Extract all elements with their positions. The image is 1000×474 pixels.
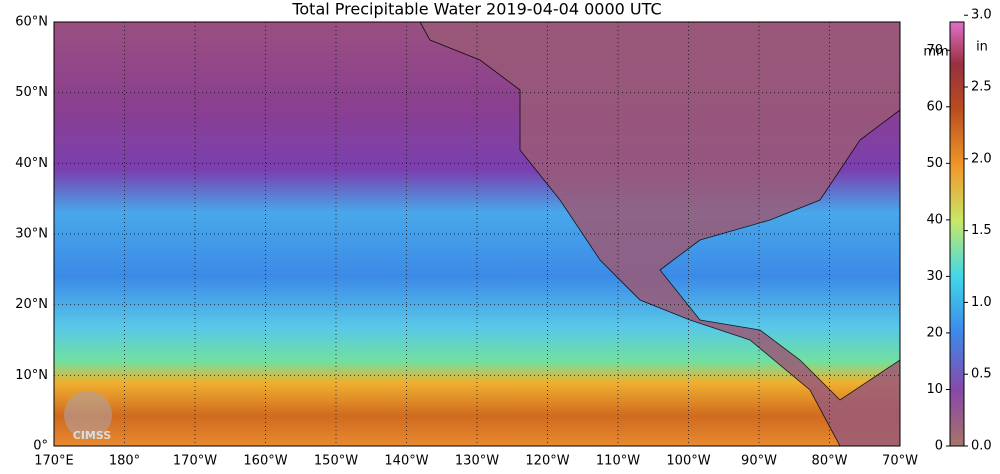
lat-label: 0° [33, 439, 48, 454]
logo: CIMSS [73, 429, 112, 442]
lon-label: 180° [109, 454, 140, 469]
lon-label: 170°W [173, 454, 217, 469]
lon-label: 150°W [314, 454, 358, 469]
lon-label: 90°W [741, 454, 777, 469]
lat-label: 40°N [15, 156, 48, 171]
mm-unit-label: mm [923, 45, 948, 60]
lon-label: 80°W [812, 454, 848, 469]
lon-label: 170°E [34, 454, 74, 469]
lon-label: 100°W [666, 454, 710, 469]
mm-tick-label: 40 [926, 212, 943, 227]
in-tick-label: 1.5 [971, 223, 992, 238]
lat-label: 60°N [15, 15, 48, 30]
in-unit-label: in [976, 40, 988, 55]
lat-label: 30°N [15, 227, 48, 242]
mm-tick-label: 0 [935, 439, 943, 454]
colorbar [949, 21, 965, 447]
lat-label: 50°N [15, 85, 48, 100]
in-tick-label: 2.5 [971, 80, 992, 95]
in-tick-label: 2.0 [971, 151, 992, 166]
title: Total Precipitable Water 2019-04-04 0000… [291, 0, 661, 19]
lon-label: 160°W [243, 454, 287, 469]
lat-label: 20°N [15, 297, 48, 312]
mm-tick-label: 20 [926, 325, 943, 340]
lat-label: 10°N [15, 368, 48, 383]
mm-tick-label: 60 [926, 99, 943, 114]
lon-label: 130°W [455, 454, 499, 469]
lon-label: 110°W [596, 454, 640, 469]
graticule [54, 22, 900, 446]
logo-globe [64, 391, 112, 439]
lon-label: 120°W [525, 454, 569, 469]
lon-label: 140°W [384, 454, 428, 469]
in-tick-label: 0.0 [971, 439, 992, 454]
mm-tick-label: 10 [926, 382, 943, 397]
in-tick-label: 0.5 [971, 367, 992, 382]
mm-tick-label: 50 [926, 156, 943, 171]
mm-tick-label: 70 [926, 43, 943, 58]
in-tick-label: 3.0 [971, 8, 992, 23]
mm-tick-label: 30 [926, 269, 943, 284]
lon-label: 70°W [882, 454, 918, 469]
in-tick-label: 1.0 [971, 295, 992, 310]
